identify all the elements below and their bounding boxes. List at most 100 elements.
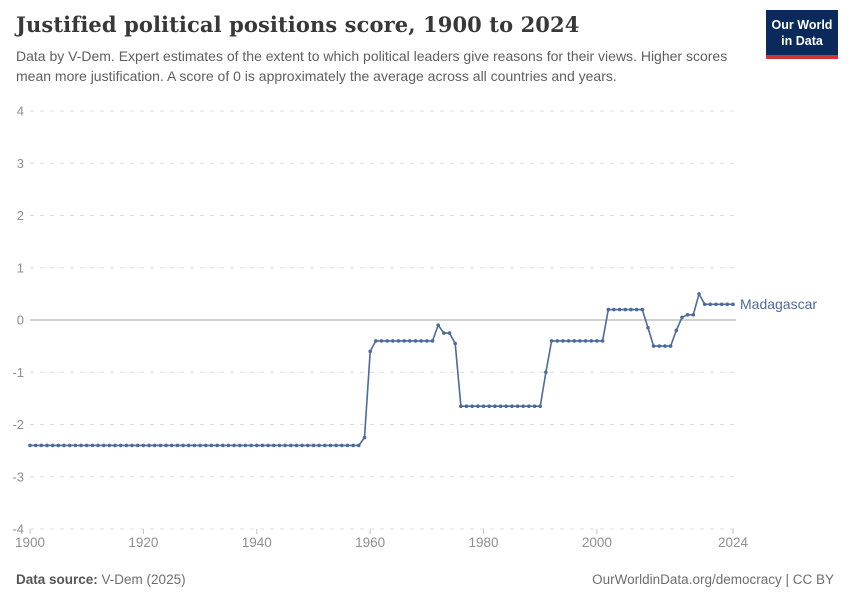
- data-point: [481, 404, 486, 409]
- data-point: [470, 404, 475, 409]
- data-point: [385, 339, 390, 343]
- x-tick-label: 1960: [355, 535, 385, 550]
- data-point: [685, 313, 690, 317]
- data-point: [459, 404, 463, 409]
- chart-title: Justified political positions score, 190…: [16, 12, 580, 37]
- data-point: [124, 443, 129, 448]
- data-point: [113, 443, 117, 448]
- data-point: [453, 341, 458, 346]
- owid-logo: Our World in Data: [766, 10, 838, 59]
- data-point: [294, 443, 299, 448]
- data-point: [328, 443, 333, 448]
- data-point: [538, 404, 542, 409]
- data-point: [634, 307, 639, 312]
- data-point: [447, 331, 452, 335]
- data-point: [186, 443, 191, 448]
- y-tick-label: -3: [12, 469, 24, 484]
- data-point: [430, 339, 435, 343]
- data-point: [147, 443, 151, 448]
- data-point: [289, 443, 293, 448]
- data-point: [118, 443, 123, 448]
- data-point: [130, 443, 134, 448]
- data-line: [30, 293, 733, 447]
- y-tick-label: 2: [17, 208, 24, 223]
- data-point: [583, 339, 588, 343]
- data-point: [504, 404, 509, 409]
- data-point: [623, 307, 628, 312]
- data-point: [657, 344, 662, 348]
- data-point: [56, 443, 61, 448]
- data-point: [663, 344, 667, 348]
- data-point: [152, 443, 157, 448]
- data-point: [515, 404, 520, 409]
- data-point: [243, 443, 248, 448]
- data-point: [651, 344, 656, 348]
- data-point: [357, 443, 361, 448]
- data-source-value: V-Dem (2025): [101, 572, 186, 587]
- data-point: [28, 443, 32, 448]
- data-point: [283, 443, 287, 448]
- data-point: [84, 443, 89, 448]
- data-point: [39, 443, 44, 448]
- data-point: [493, 404, 497, 409]
- chart-footer: Data source: V-Dem (2025) OurWorldinData…: [16, 572, 834, 587]
- data-point: [334, 443, 338, 448]
- data-point: [107, 443, 112, 448]
- data-point: [135, 443, 140, 448]
- y-tick-label: -4: [12, 522, 24, 537]
- data-point: [708, 302, 713, 307]
- data-point: [697, 292, 701, 296]
- data-point: [238, 443, 242, 448]
- data-point: [158, 443, 163, 448]
- y-tick-label: 4: [17, 104, 24, 119]
- data-point: [96, 443, 100, 448]
- data-point: [204, 443, 208, 448]
- data-point: [510, 404, 514, 409]
- x-tick-label: 1920: [128, 535, 158, 550]
- y-tick-label: 1: [17, 260, 24, 275]
- data-point: [402, 339, 407, 343]
- logo-line-2: in Data: [781, 34, 823, 49]
- data-point: [646, 326, 650, 330]
- data-point: [181, 443, 185, 448]
- data-point: [67, 443, 72, 448]
- data-point: [101, 443, 106, 448]
- data-point: [175, 443, 180, 448]
- data-point: [606, 307, 611, 312]
- data-point: [73, 443, 78, 448]
- data-point: [561, 339, 565, 343]
- data-point: [668, 344, 673, 348]
- data-point: [232, 443, 236, 448]
- data-point: [555, 339, 560, 343]
- data-point: [674, 328, 679, 333]
- data-point: [345, 443, 350, 448]
- data-point: [572, 339, 577, 343]
- data-point: [249, 443, 253, 448]
- data-point: [640, 307, 645, 312]
- data-point: [612, 307, 616, 312]
- logo-line-1: Our World: [771, 18, 833, 32]
- data-point: [192, 443, 197, 448]
- data-point: [164, 443, 168, 448]
- data-point: [702, 302, 707, 307]
- data-point: [617, 307, 622, 312]
- data-point: [50, 443, 55, 448]
- data-point: [266, 443, 270, 448]
- data-point: [254, 443, 259, 448]
- data-point: [277, 443, 282, 448]
- data-point: [464, 404, 469, 409]
- data-point: [714, 302, 718, 307]
- data-source-label: Data source:: [16, 572, 98, 587]
- data-point: [589, 339, 594, 343]
- data-point: [351, 443, 356, 448]
- data-point: [425, 339, 429, 343]
- data-point: [141, 443, 146, 448]
- data-point: [215, 443, 219, 448]
- data-point: [725, 302, 730, 307]
- y-tick-label: -1: [12, 365, 24, 380]
- data-point: [600, 339, 605, 343]
- data-point: [33, 443, 38, 448]
- entity-label: Madagascar: [740, 296, 817, 312]
- x-tick-label: 2024: [718, 535, 749, 550]
